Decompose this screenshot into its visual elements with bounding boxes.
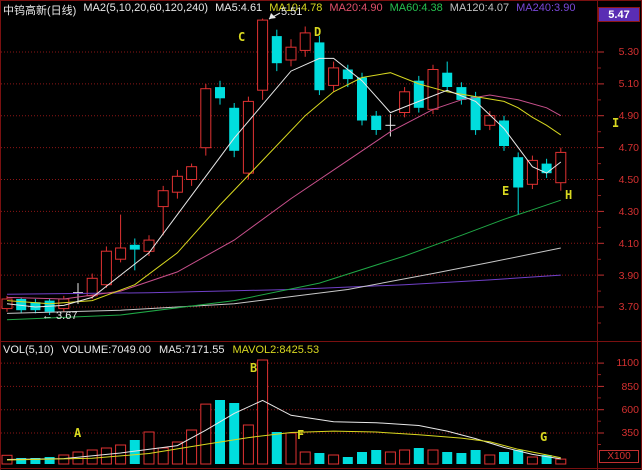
ma10-value: MA10:4.78 <box>269 2 323 14</box>
price-axis-label: 5.30 <box>618 46 639 58</box>
price-axis-label: 4.30 <box>618 206 639 218</box>
volume-unit-box: X100 <box>599 450 639 463</box>
price-axis-label: 4.70 <box>618 142 639 154</box>
volume-value: VOLUME:7049.00 <box>61 344 152 356</box>
current-price-box: 5.47 <box>598 7 640 22</box>
price-axis-label: 3.90 <box>618 270 639 282</box>
marker-g: G <box>540 430 548 444</box>
ma-params-label: MA2(5,10,20,60,120,240) <box>83 2 209 14</box>
volume-axis-label: 850 <box>621 381 639 393</box>
volume-axis-label: 350 <box>621 427 639 439</box>
low-price-annotation: ← 3.67 <box>42 310 78 322</box>
main-chart-header: 中钨高新(日线) MA2(5,10,20,60,120,240) MA5:4.6… <box>3 2 575 18</box>
ma20-value: MA20:4.90 <box>329 2 383 14</box>
vol-params-label: VOL(5,10) <box>3 344 54 356</box>
marker-e: E <box>502 184 510 198</box>
marker-c: C <box>238 30 246 44</box>
ma120-value: MA120:4.07 <box>449 2 510 14</box>
ma60-value: MA60:4.38 <box>389 2 443 14</box>
volume-axis-label: 600 <box>621 404 639 416</box>
price-axis-label: 5.10 <box>618 78 639 90</box>
mavol2-value: MAVOL2:8425.53 <box>232 344 320 356</box>
ma240-value: MA240:3.90 <box>516 2 576 14</box>
volume-axis-label: 1100 <box>616 357 639 369</box>
volume-pane-header: VOL(5,10) VOLUME:7049.00 MA5:7171.55 MAV… <box>3 344 319 356</box>
high-price-annotation: 5.51 <box>281 6 303 18</box>
marker-a: A <box>74 426 82 440</box>
marker-d: D <box>314 25 322 39</box>
marker-h: H <box>565 188 573 202</box>
price-axis-label: 4.10 <box>618 238 639 250</box>
price-axis-label: 4.90 <box>618 110 639 122</box>
vol-ma5-value: MA5:7171.55 <box>159 344 225 356</box>
marker-i: I <box>612 116 620 130</box>
price-axis-label: 4.50 <box>618 174 639 186</box>
ma5-value: MA5:4.61 <box>215 2 263 14</box>
marker-b: B <box>250 361 258 375</box>
marker-f: F <box>297 428 305 442</box>
stock-title: 中钨高新(日线) <box>3 5 77 17</box>
price-axis-label: 3.70 <box>618 301 639 313</box>
